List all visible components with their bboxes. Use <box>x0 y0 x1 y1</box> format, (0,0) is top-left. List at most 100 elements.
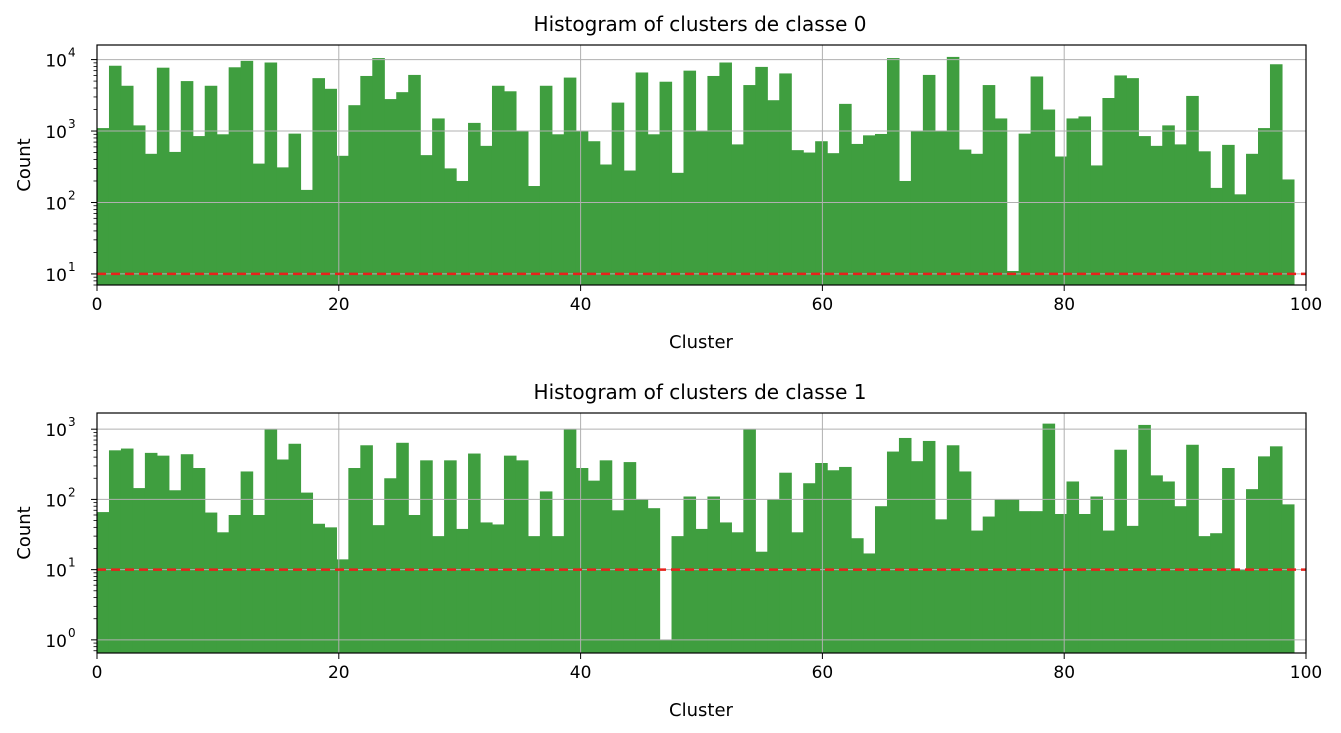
bar <box>132 125 146 285</box>
bar <box>755 551 768 653</box>
bar <box>898 180 912 285</box>
y-axis-label: Count <box>14 138 35 191</box>
chart-title: Histogram of clusters de classe 0 <box>534 12 867 36</box>
bar <box>946 56 960 285</box>
bar <box>767 499 780 653</box>
bar <box>970 530 984 653</box>
bar <box>1078 116 1092 285</box>
bar <box>1018 133 1032 285</box>
bar <box>886 58 900 285</box>
bar <box>204 85 218 286</box>
bar <box>707 75 720 286</box>
bar <box>994 118 1008 285</box>
x-tick-label: 40 <box>570 663 592 683</box>
y-tick-exponent: 3 <box>68 415 76 429</box>
bar <box>300 189 314 285</box>
bar <box>575 131 589 285</box>
bar <box>683 496 697 653</box>
x-tick-label: 60 <box>812 663 834 683</box>
bar <box>1030 76 1044 286</box>
bar <box>372 525 385 653</box>
bar <box>815 141 828 285</box>
bar <box>240 471 254 653</box>
bar <box>288 133 302 285</box>
bar <box>480 145 493 285</box>
y-tick-label: 10 <box>45 491 67 511</box>
y-tick-label: 10 <box>45 266 67 286</box>
bar <box>300 492 314 653</box>
bar <box>839 466 852 653</box>
bar <box>503 455 517 653</box>
bar <box>348 105 361 285</box>
bar <box>827 153 840 285</box>
bar <box>432 536 445 653</box>
bar <box>958 149 972 285</box>
bar <box>1246 153 1259 285</box>
bar <box>491 85 505 286</box>
bar <box>120 448 134 653</box>
bar <box>264 429 278 653</box>
bar <box>779 73 792 286</box>
bar <box>1234 194 1247 285</box>
bar <box>946 445 960 653</box>
bar <box>1078 513 1092 653</box>
bar <box>324 88 337 285</box>
bar <box>336 559 349 653</box>
bar <box>144 452 158 653</box>
bar <box>874 133 888 285</box>
bar <box>1258 128 1271 285</box>
bar <box>779 472 792 653</box>
bar <box>527 536 541 653</box>
bar <box>480 522 493 653</box>
bar <box>934 519 948 653</box>
bar <box>863 553 876 653</box>
bar <box>1246 489 1259 653</box>
bar <box>815 463 828 653</box>
bar <box>743 85 756 285</box>
bar <box>791 150 804 285</box>
x-tick-label: 20 <box>328 295 350 315</box>
bar <box>396 442 409 653</box>
bar <box>922 440 936 653</box>
bar <box>994 499 1008 653</box>
bar <box>1006 499 1020 653</box>
bar <box>563 77 577 285</box>
bar <box>1198 151 1211 285</box>
y-tick-exponent: 2 <box>68 188 76 202</box>
bar <box>539 85 553 286</box>
bar <box>456 180 469 285</box>
bar <box>910 131 924 285</box>
bar <box>1066 481 1080 653</box>
bar <box>216 532 230 653</box>
y-tick-exponent: 1 <box>68 556 76 570</box>
bar <box>934 131 948 285</box>
bar <box>108 65 122 286</box>
bar <box>791 532 804 653</box>
bar <box>204 512 218 653</box>
bar <box>228 67 242 285</box>
y-tick-exponent: 4 <box>68 46 76 60</box>
bar <box>1162 481 1175 653</box>
bar <box>803 483 816 653</box>
bar <box>1150 475 1163 653</box>
x-tick-label: 80 <box>1053 663 1075 683</box>
bar <box>599 164 613 285</box>
bar <box>228 514 242 653</box>
bar <box>910 461 924 653</box>
bar <box>1102 530 1115 653</box>
bar <box>1042 109 1056 285</box>
bar <box>252 163 266 285</box>
bar <box>551 134 565 285</box>
bar <box>803 152 816 285</box>
bar <box>1066 118 1080 285</box>
bar <box>1222 468 1235 653</box>
bar <box>384 478 397 653</box>
bar <box>1234 569 1247 653</box>
bar <box>276 459 290 653</box>
bar <box>587 480 601 653</box>
x-tick-label: 100 <box>1290 295 1322 315</box>
bar <box>982 516 996 653</box>
bar <box>1174 506 1187 653</box>
bar <box>1126 78 1139 285</box>
